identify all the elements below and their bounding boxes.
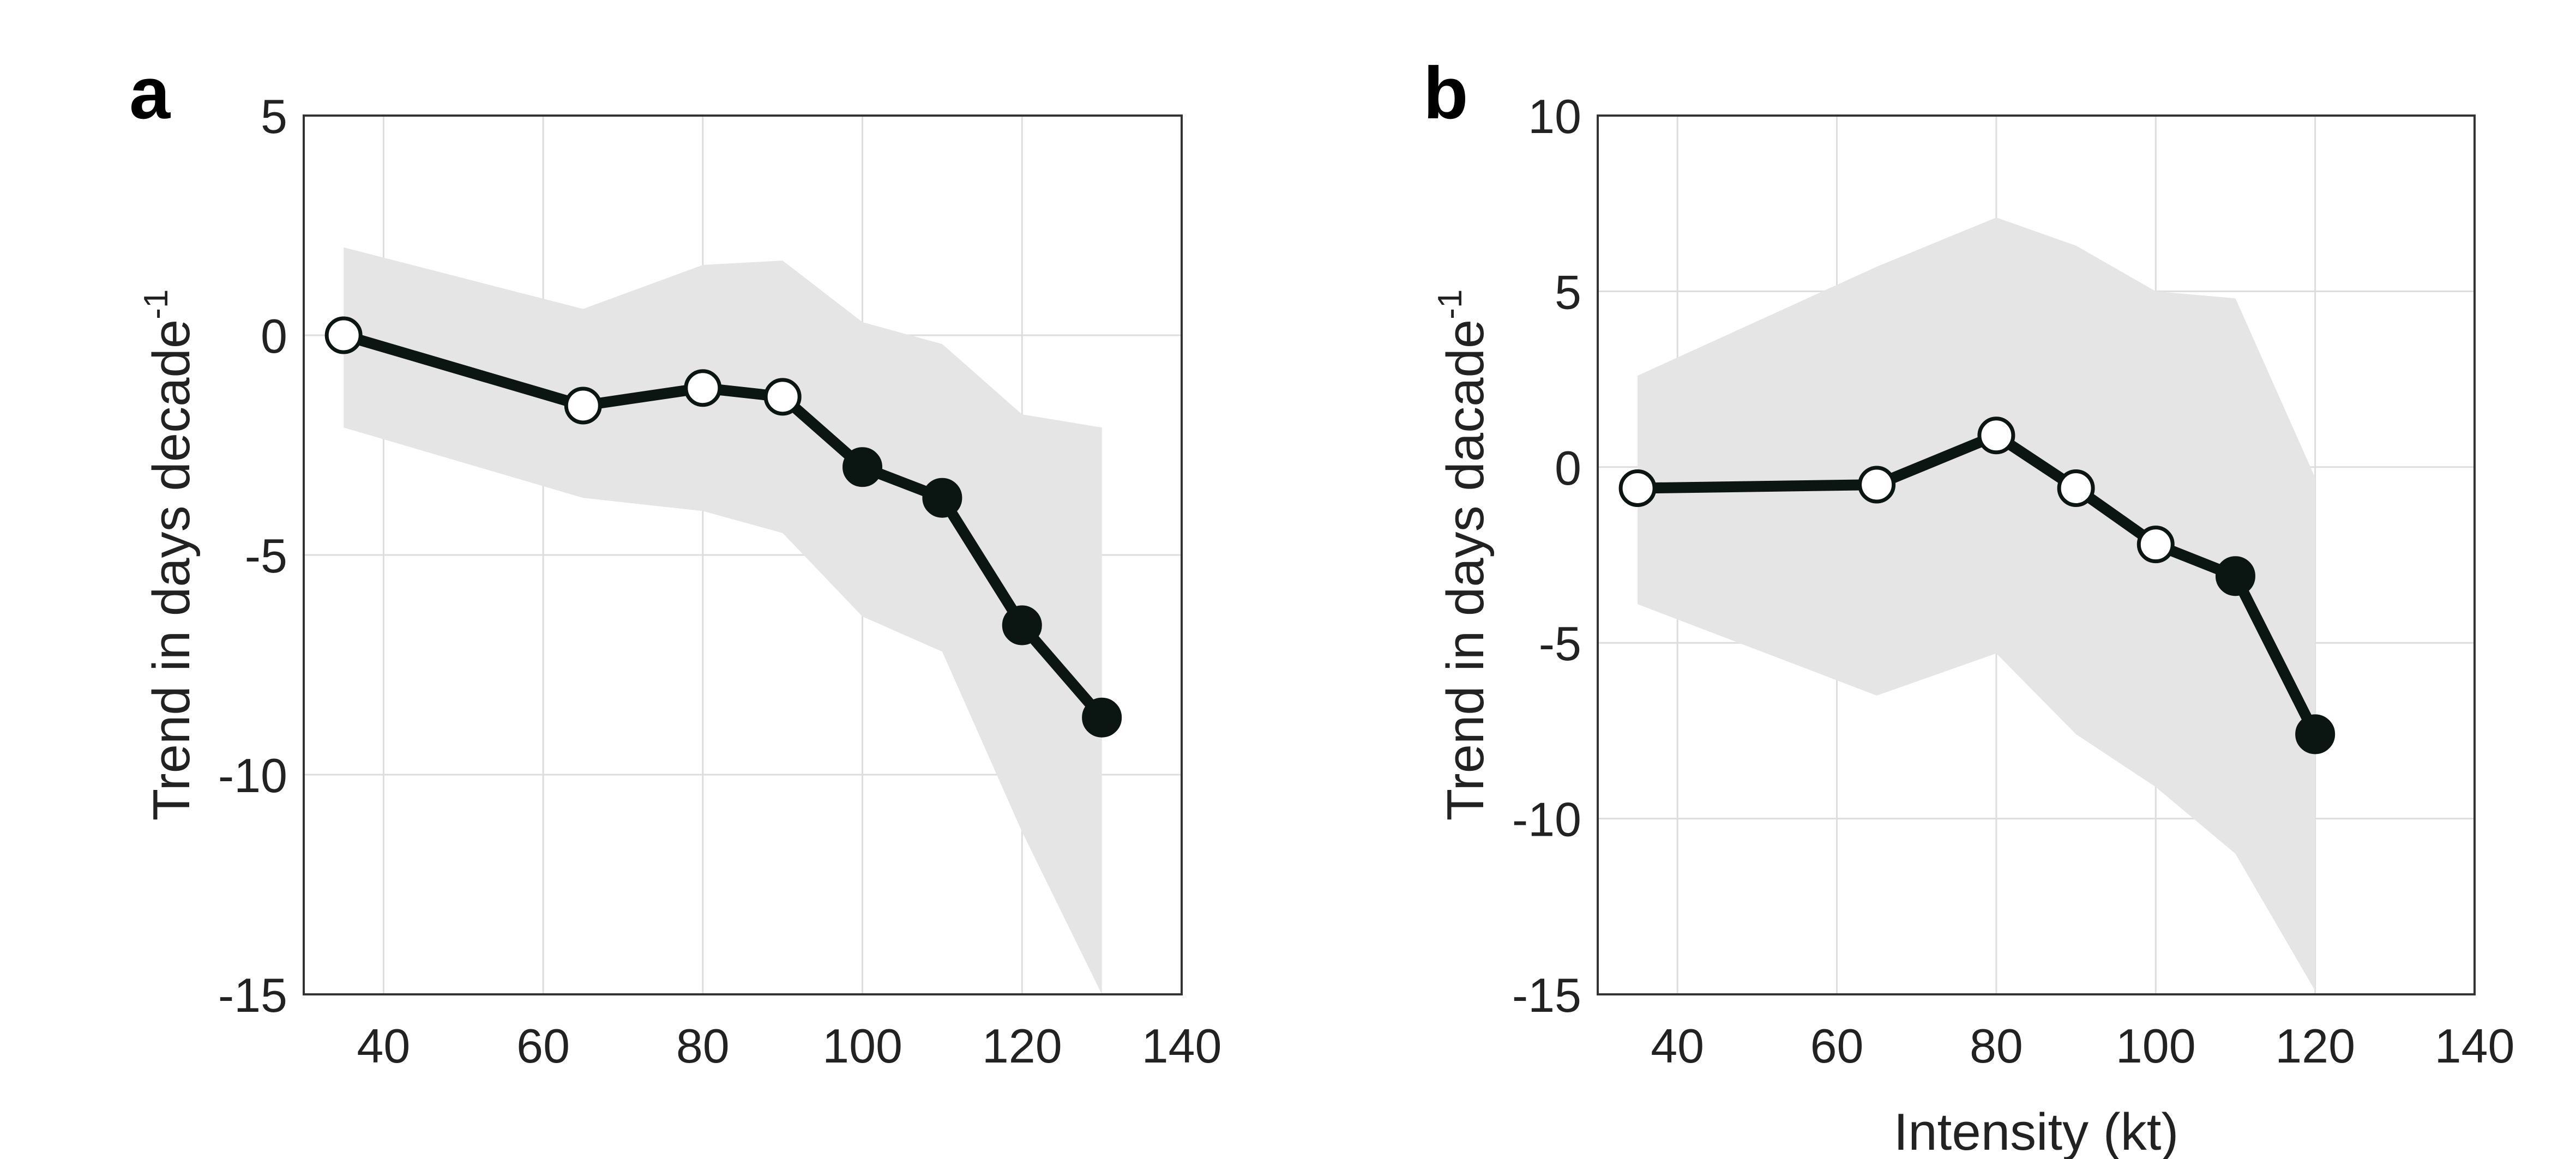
data-point bbox=[564, 387, 602, 425]
data-point bbox=[1618, 469, 1657, 507]
panel-label: b bbox=[1423, 52, 1468, 134]
y-tick-label: 0 bbox=[1555, 441, 1581, 495]
uncertainty-band bbox=[1638, 217, 2315, 991]
y-axis-label-superscript: -1 bbox=[1431, 289, 1469, 319]
x-tick-label: 60 bbox=[1810, 1019, 1864, 1073]
uncertainty-band bbox=[344, 247, 1102, 994]
data-point bbox=[324, 316, 363, 354]
y-tick-label: 5 bbox=[1555, 265, 1581, 319]
x-tick-label: 140 bbox=[1142, 1019, 1222, 1073]
x-tick-label: 120 bbox=[2275, 1019, 2355, 1073]
y-tick-label: -15 bbox=[1512, 968, 1581, 1022]
x-tick-label: 80 bbox=[676, 1019, 730, 1073]
x-tick-label: 80 bbox=[1970, 1019, 2023, 1073]
x-tick-label: 100 bbox=[2116, 1019, 2196, 1073]
panel-label: a bbox=[129, 52, 171, 134]
y-tick-label: 10 bbox=[1528, 89, 1581, 143]
x-axis-label: Intensity (kt) bbox=[1894, 1103, 2179, 1159]
y-tick-label: -5 bbox=[245, 529, 287, 583]
x-tick-label: 40 bbox=[1651, 1019, 1704, 1073]
data-point-significant bbox=[842, 447, 883, 487]
y-tick-label: 5 bbox=[261, 89, 287, 143]
data-point bbox=[2136, 526, 2175, 564]
x-tick-label: 100 bbox=[822, 1019, 902, 1073]
data-point-significant bbox=[2215, 556, 2255, 596]
x-tick-label: 60 bbox=[516, 1019, 570, 1073]
y-tick-label: -10 bbox=[1512, 793, 1581, 847]
data-point-significant bbox=[1002, 605, 1042, 645]
axes-frame bbox=[1597, 114, 2476, 995]
y-axis-label-superscript: -1 bbox=[137, 289, 175, 319]
data-point bbox=[763, 378, 802, 416]
y-tick-label: -15 bbox=[218, 968, 287, 1022]
data-point-significant bbox=[2295, 714, 2336, 754]
y-tick-label: -5 bbox=[1539, 617, 1581, 671]
x-tick-label: 140 bbox=[2435, 1019, 2515, 1073]
panel-b: 40 60 80 100 120 140 10 5 0 -5 -10 -15 b Trend in day… bbox=[1423, 52, 2514, 1159]
y-axis-label-text: Trend in days decade bbox=[142, 319, 201, 821]
data-point-significant bbox=[922, 478, 962, 518]
data-point bbox=[684, 369, 722, 407]
data-point bbox=[1977, 416, 2015, 455]
y-tick-label: -10 bbox=[218, 748, 287, 802]
data-point-significant bbox=[1082, 697, 1122, 738]
y-axis-label-text: Trend in days dacade bbox=[1436, 319, 1495, 821]
data-point bbox=[1858, 466, 1896, 504]
trend-line bbox=[342, 330, 1106, 721]
axes-frame bbox=[303, 114, 1183, 995]
y-axis-label: Trend in days dacade-1 bbox=[1431, 289, 1495, 821]
data-point bbox=[2057, 469, 2095, 507]
y-tick-label: 0 bbox=[261, 309, 287, 363]
panel-a: 40 60 80 100 120 140 5 0 -5 -10 -15 a Trend in days … bbox=[129, 52, 1221, 1073]
x-tick-label: 120 bbox=[982, 1019, 1062, 1073]
y-axis-label: Trend in days decade-1 bbox=[137, 289, 201, 821]
x-tick-label: 40 bbox=[357, 1019, 410, 1073]
